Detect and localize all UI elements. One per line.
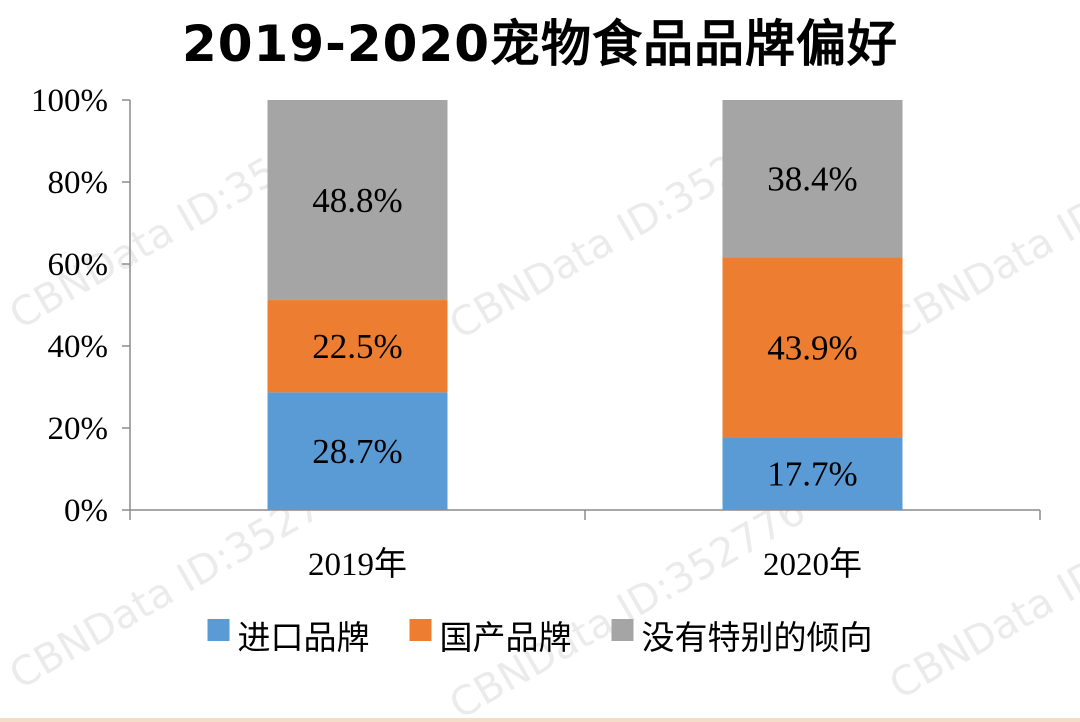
data-label: 17.7%: [767, 455, 857, 494]
y-tick-label: 0%: [64, 493, 108, 529]
legend-label: 国产品牌: [440, 618, 572, 657]
x-tick-label: 2019年: [308, 546, 407, 583]
legend: 进口品牌 国产品牌 没有特别的倾向: [207, 618, 873, 657]
data-labels: 28.7% 22.5% 48.8% 17.7% 43.9% 38.4%: [312, 160, 857, 494]
bar-segment: [267, 392, 448, 510]
legend-label: 没有特别的倾向: [642, 618, 873, 657]
bottom-accent-bar: [0, 718, 1080, 722]
bar-segment: [722, 257, 903, 438]
bars: [267, 100, 903, 510]
data-label: 28.7%: [312, 432, 402, 471]
legend-swatch: [207, 619, 230, 641]
y-tick-label: 40%: [48, 329, 109, 365]
legend-label: 进口品牌: [238, 618, 370, 657]
y-tick-label: 100%: [31, 83, 108, 119]
bar-segment: [267, 300, 448, 393]
watermark-text: CBNData ID:352776: [882, 468, 1080, 709]
chart-title: 2019-2020宠物食品品牌偏好: [181, 15, 899, 73]
y-tick-label: 80%: [48, 165, 109, 201]
y-tick-label: 60%: [48, 247, 109, 283]
bar-segment: [722, 437, 903, 510]
data-label: 22.5%: [312, 327, 402, 366]
bar-segment: [267, 100, 448, 301]
data-label: 48.8%: [312, 181, 402, 220]
y-tick-label: 20%: [48, 411, 109, 447]
data-label: 38.4%: [767, 160, 857, 199]
x-tick-label: 2020年: [763, 546, 862, 583]
legend-swatch: [409, 619, 432, 641]
watermark-text: CBNData ID:352776: [882, 108, 1080, 349]
bar-segment: [722, 100, 903, 258]
watermark-text: CBNData ID:352776: [442, 488, 813, 722]
data-label: 43.9%: [767, 328, 857, 367]
legend-swatch: [611, 619, 634, 641]
